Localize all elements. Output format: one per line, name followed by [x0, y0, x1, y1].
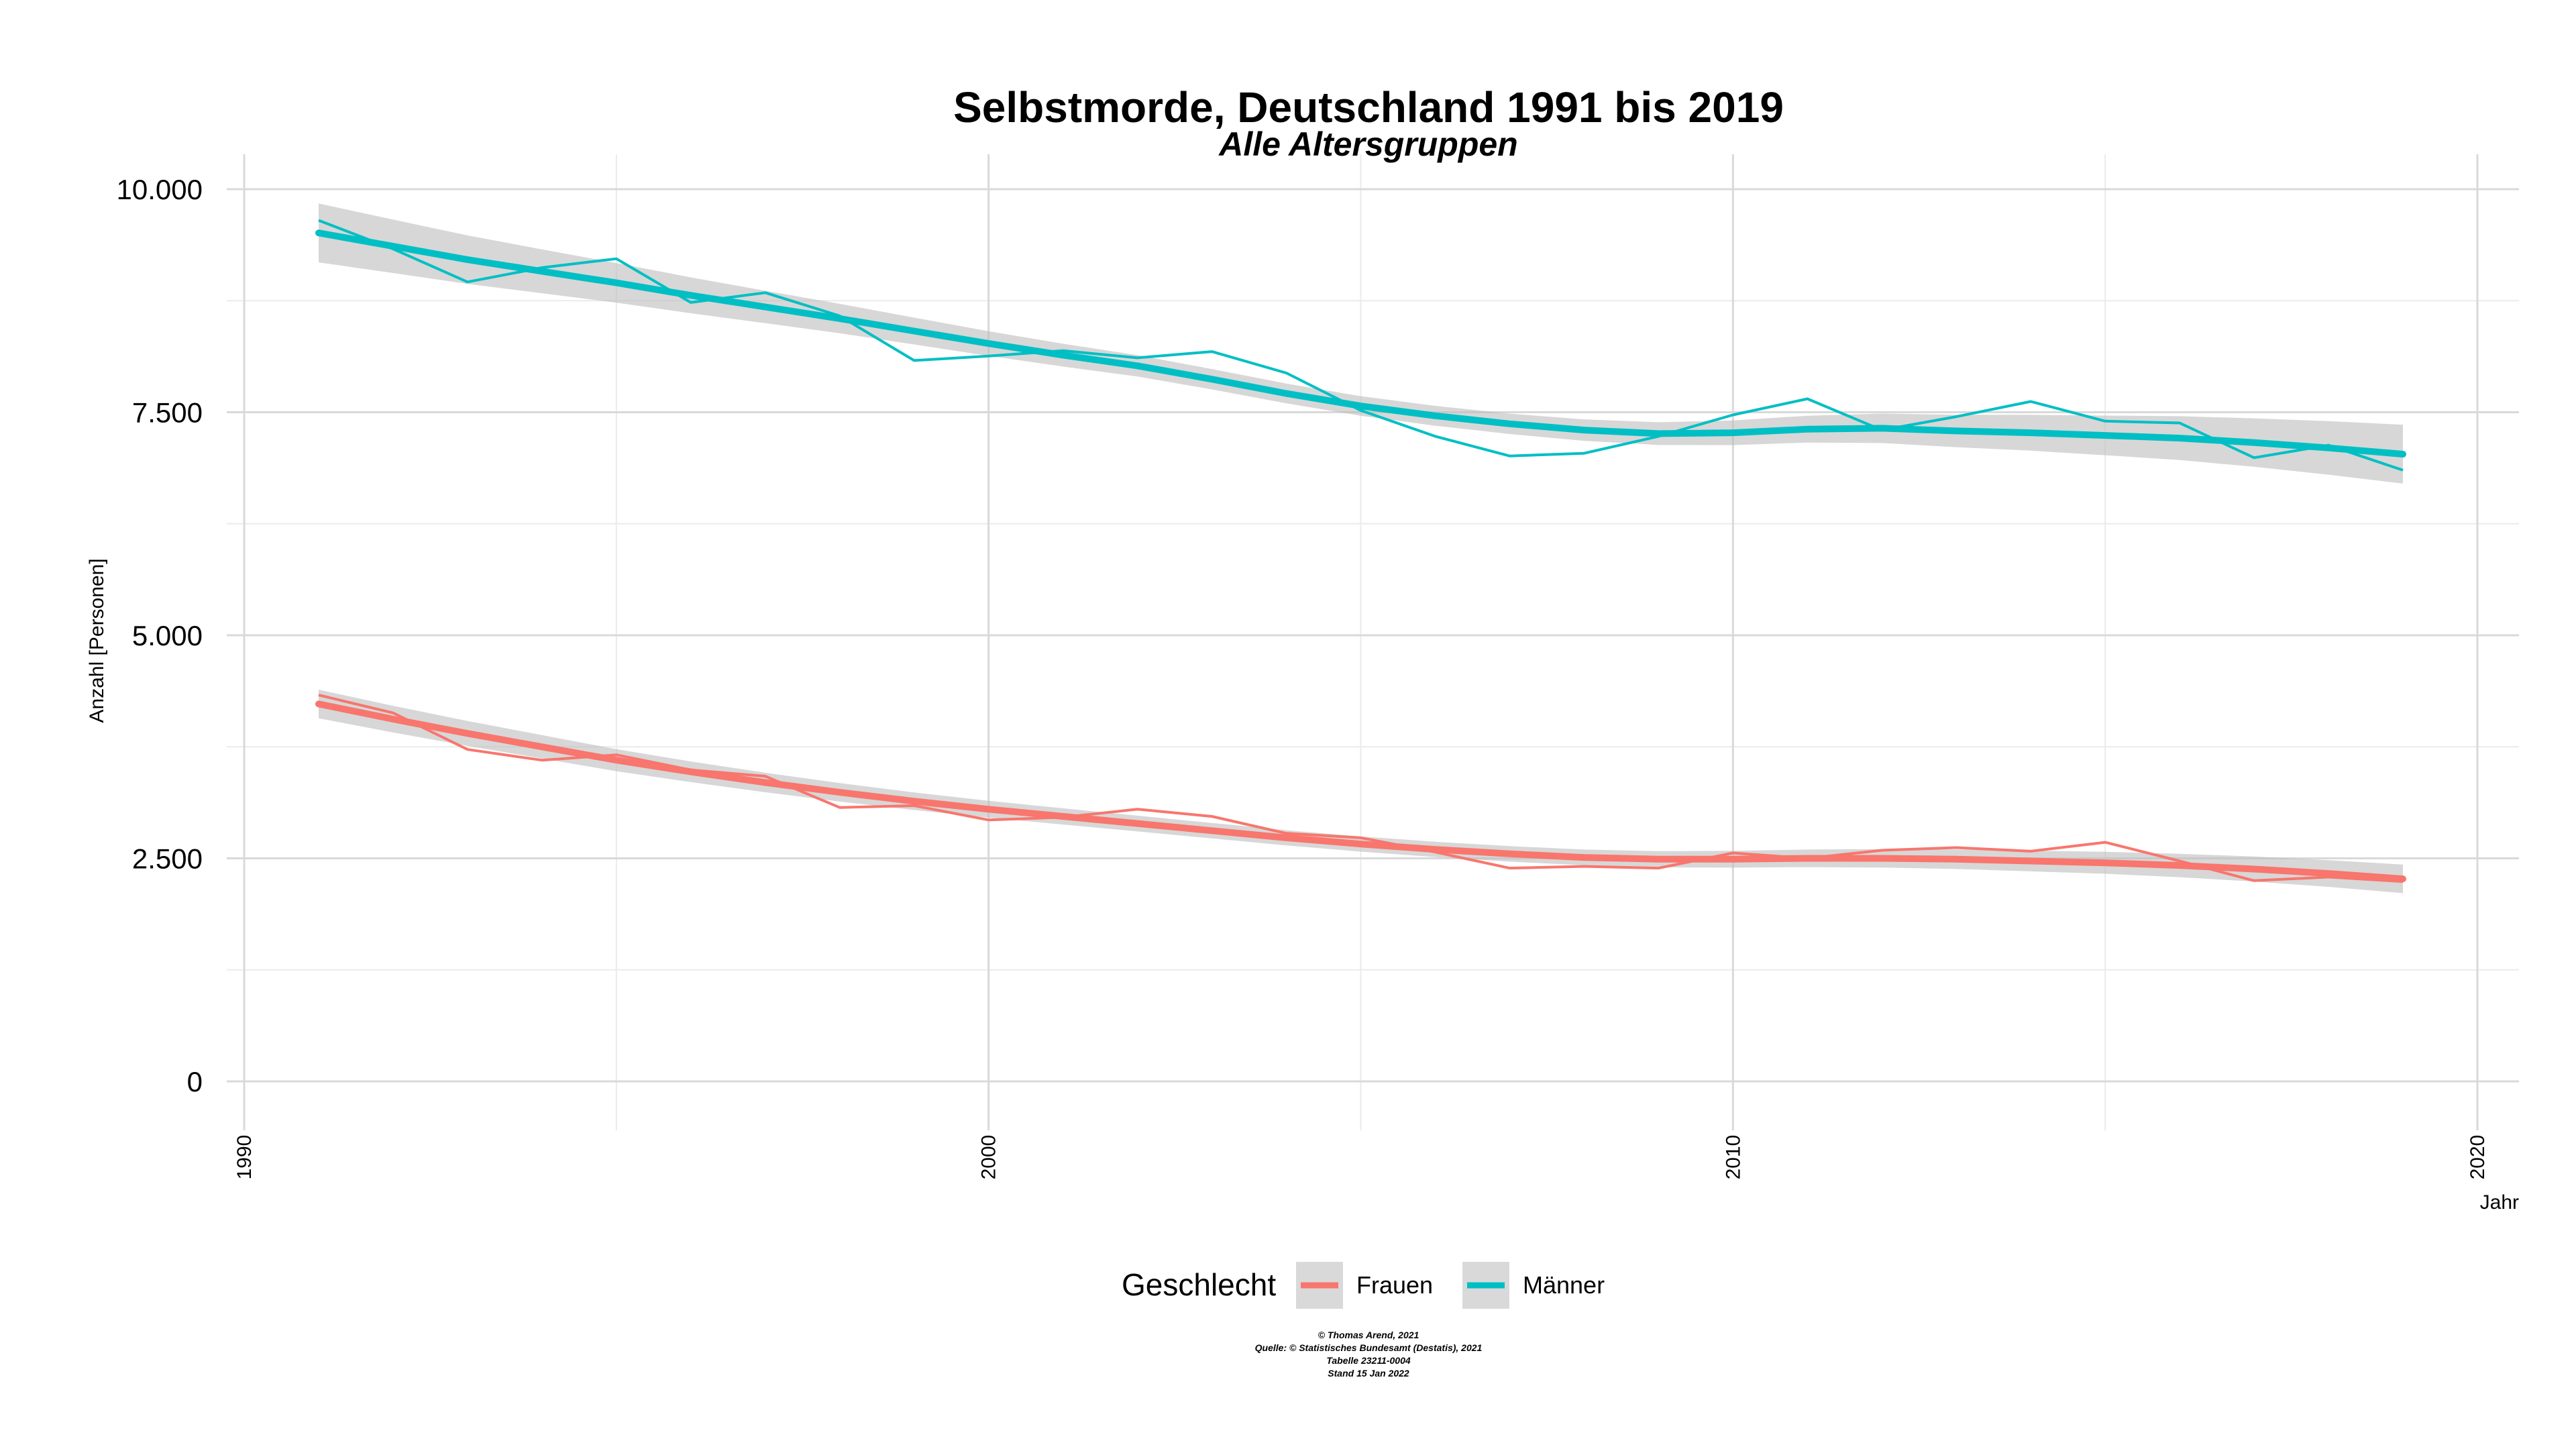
- y-tick-label: 10.000: [117, 174, 203, 205]
- x-tick-label: 2020: [2467, 1135, 2489, 1180]
- trend-line-1: [315, 229, 2406, 458]
- x-tick-label: 1990: [233, 1135, 256, 1180]
- trend-lines: [315, 229, 2406, 883]
- caption-line-3: Tabelle 23211-0004: [1326, 1355, 1411, 1366]
- y-tick-label: 7.500: [132, 397, 203, 429]
- confidence-bands: [319, 203, 2403, 894]
- legend-title: Geschlecht: [1122, 1267, 1276, 1302]
- caption-line-1: © Thomas Arend, 2021: [1318, 1330, 1419, 1340]
- minor-gridlines: [227, 154, 2519, 1130]
- y-axis-ticks: 0 2.500 5.000 7.500 10.000: [117, 174, 203, 1097]
- y-tick-label: 5.000: [132, 620, 203, 651]
- trend-line-0: [315, 700, 2406, 883]
- chart-subtitle: Alle Altersgruppen: [1218, 125, 1517, 163]
- caption-line-2: Quelle: © Statistisches Bundesamt (Desta…: [1255, 1342, 1483, 1353]
- legend: Geschlecht Frauen Männer: [1122, 1262, 1605, 1309]
- x-axis-label: Jahr: [2480, 1191, 2519, 1214]
- confidence-band-1: [319, 203, 2403, 484]
- x-axis-ticks: 1990 2000 2010 2020: [233, 1135, 2489, 1180]
- caption-line-4: Stand 15 Jan 2022: [1328, 1368, 1409, 1379]
- y-tick-label: 2.500: [132, 843, 203, 875]
- legend-label-maenner: Männer: [1523, 1271, 1605, 1299]
- y-axis-label: Anzahl [Personen]: [86, 558, 108, 722]
- legend-label-frauen: Frauen: [1356, 1271, 1433, 1299]
- chart-title: Selbstmorde, Deutschland 1991 bis 2019: [953, 83, 1784, 131]
- confidence-band-0: [319, 690, 2403, 894]
- caption: © Thomas Arend, 2021 Quelle: © Statistis…: [1255, 1330, 1483, 1379]
- x-tick-label: 2010: [1722, 1135, 1744, 1180]
- y-tick-label: 0: [187, 1066, 203, 1097]
- x-tick-label: 2000: [978, 1135, 1000, 1180]
